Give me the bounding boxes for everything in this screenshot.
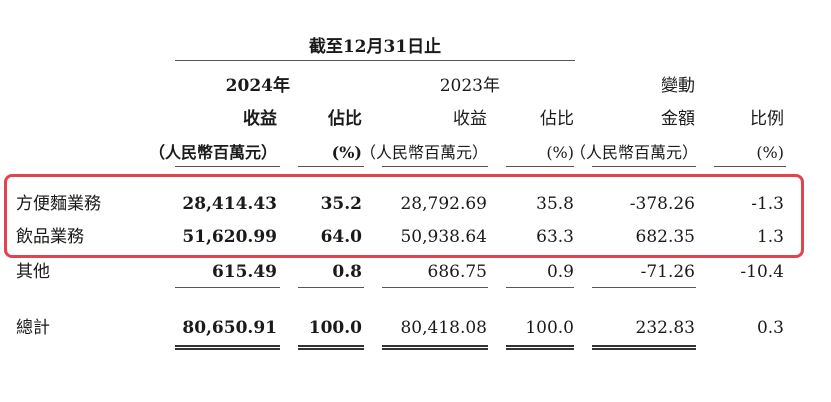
row-label: 方便麵業務 [16, 194, 101, 214]
header-revenue-2023: 收益 [453, 109, 487, 129]
header-2023: 2023年 [439, 76, 500, 96]
cell-ratio: 0.3 [756, 318, 784, 338]
header-rule [506, 166, 574, 167]
header-rule [714, 166, 786, 167]
subtotal-rule [175, 287, 280, 288]
unit-share-2023: (%) [546, 143, 574, 162]
cell-share2023: 100.0 [525, 318, 574, 338]
unit-amount: （人民幣百萬元） [570, 143, 699, 162]
highlight-box [4, 174, 804, 258]
header-rule [382, 166, 488, 167]
total-double-rule [298, 345, 364, 350]
subtotal-rule [592, 287, 696, 288]
cell-amount: -71.26 [640, 262, 695, 282]
subtotal-rule [298, 287, 364, 288]
cell-amount: 682.35 [635, 227, 695, 247]
cell-rev2023: 686.75 [427, 262, 487, 282]
cell-share2023: 35.8 [536, 194, 574, 214]
row-label: 飲品業務 [16, 227, 84, 247]
row-label: 其他 [16, 262, 50, 282]
header-rule [592, 166, 696, 167]
unit-ratio: (%) [756, 143, 784, 162]
cell-rev2023: 28,792.69 [400, 194, 487, 214]
cell-share2024: 35.2 [320, 194, 362, 214]
header-rule [175, 166, 280, 167]
cell-share2023: 63.3 [536, 227, 574, 247]
cell-rev2024: 28,414.43 [182, 194, 277, 214]
header-ratio: 比例 [750, 109, 784, 129]
cell-amount: 232.83 [635, 318, 695, 338]
unit-revenue-2024: （人民幣百萬元） [148, 143, 277, 162]
cell-share2023: 0.9 [546, 262, 574, 282]
cell-ratio: 1.3 [756, 227, 784, 247]
cell-rev2024: 615.49 [211, 262, 277, 282]
total-double-rule [175, 345, 280, 350]
header-revenue-2024: 收益 [243, 109, 277, 129]
period-header-rule [175, 60, 575, 61]
unit-revenue-2023: （人民幣百萬元） [360, 143, 489, 162]
period-header: 截至12月31日止 [308, 37, 442, 57]
cell-amount: -378.26 [629, 194, 695, 214]
cell-ratio: -10.4 [740, 262, 784, 282]
cell-share2024: 0.8 [332, 262, 362, 282]
cell-rev2023: 80,418.08 [400, 318, 487, 338]
cell-share2024: 100.0 [308, 318, 362, 338]
total-label: 總計 [16, 318, 50, 338]
total-double-rule [592, 345, 696, 350]
header-amount: 金額 [661, 109, 695, 129]
header-2024: 2024年 [225, 76, 290, 96]
total-double-rule [382, 345, 488, 350]
cell-rev2024: 51,620.99 [182, 227, 277, 247]
cell-ratio: -1.3 [751, 194, 784, 214]
unit-share-2024: (%) [331, 143, 362, 162]
subtotal-rule [382, 287, 488, 288]
subtotal-rule [506, 287, 574, 288]
header-change: 變動 [661, 76, 695, 96]
header-share-2024: 佔比 [328, 109, 362, 129]
total-double-rule [506, 345, 574, 350]
cell-rev2024: 80,650.91 [182, 318, 277, 338]
cell-share2024: 64.0 [320, 227, 362, 247]
cell-rev2023: 50,938.64 [400, 227, 487, 247]
header-share-2023: 佔比 [540, 109, 574, 129]
header-rule [298, 166, 364, 167]
